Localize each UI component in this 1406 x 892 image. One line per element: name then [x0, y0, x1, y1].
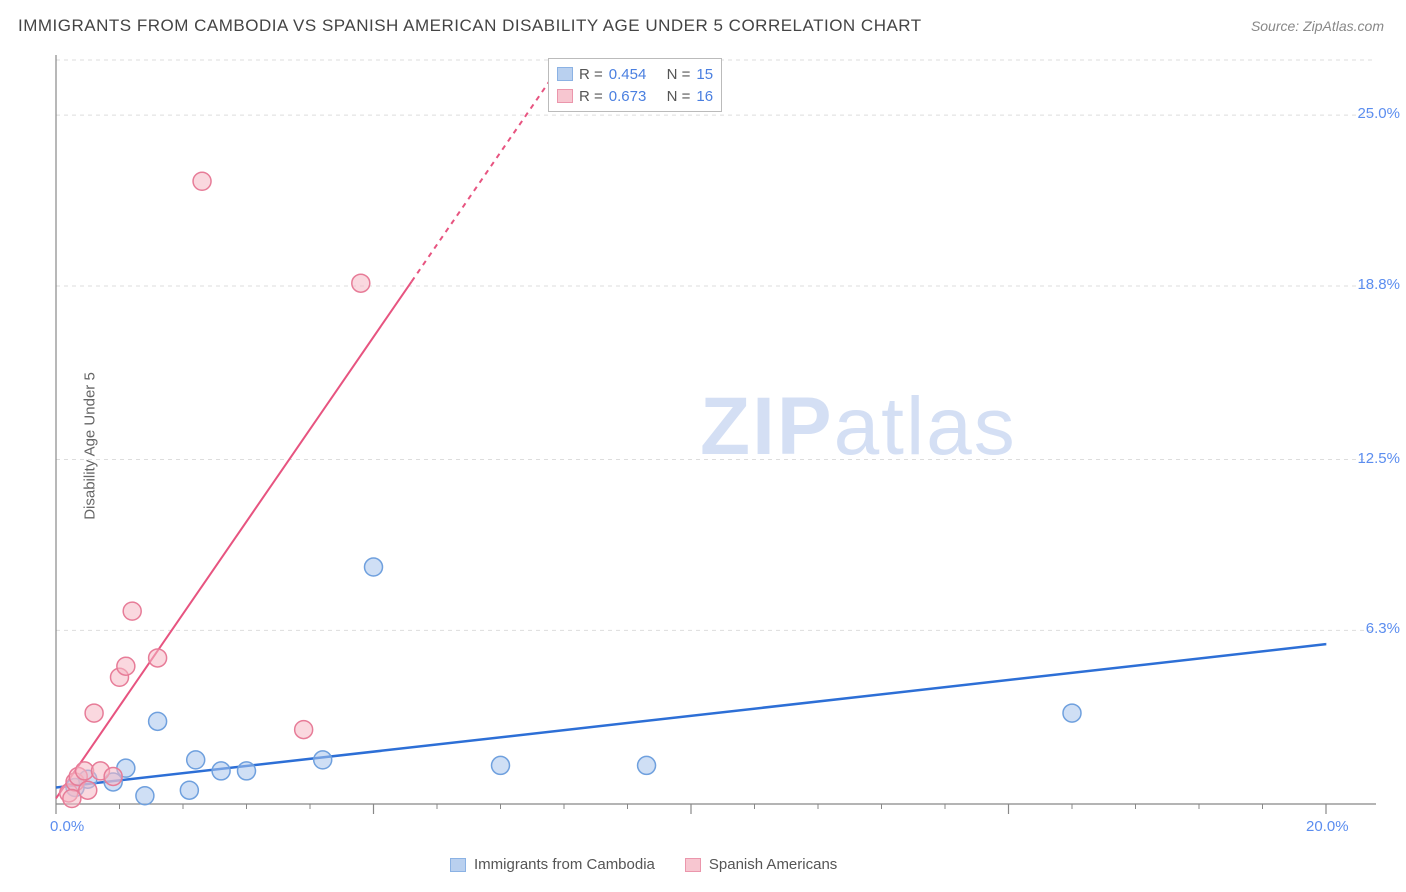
y-tick-label: 12.5%	[1357, 450, 1400, 467]
legend-r-label: R =	[579, 88, 603, 105]
chart-title: IMMIGRANTS FROM CAMBODIA VS SPANISH AMER…	[18, 16, 922, 36]
legend-item: Immigrants from Cambodia	[450, 856, 655, 873]
legend-swatch	[450, 858, 466, 872]
legend-swatch	[557, 67, 573, 81]
legend-r-label: R =	[579, 66, 603, 83]
legend-item: Spanish Americans	[685, 856, 837, 873]
source-label: Source: ZipAtlas.com	[1251, 18, 1384, 34]
legend-series-name: Immigrants from Cambodia	[474, 856, 655, 873]
y-tick-label: 25.0%	[1357, 105, 1400, 122]
legend-row: R = 0.673 N = 16	[557, 85, 713, 107]
legend-n-value: 15	[696, 66, 713, 83]
legend-row: R = 0.454 N = 15	[557, 63, 713, 85]
legend-n-label: N =	[667, 88, 691, 105]
legend-swatch	[685, 858, 701, 872]
x-tick-label: 0.0%	[50, 818, 84, 835]
y-tick-label: 18.8%	[1357, 276, 1400, 293]
legend-n-value: 16	[696, 88, 713, 105]
scatter-plot	[50, 50, 1386, 840]
legend-r-value: 0.454	[609, 66, 647, 83]
series-legend: Immigrants from Cambodia Spanish American…	[450, 856, 837, 873]
legend-swatch	[557, 89, 573, 103]
legend-r-value: 0.673	[609, 88, 647, 105]
legend-series-name: Spanish Americans	[709, 856, 837, 873]
legend-n-label: N =	[667, 66, 691, 83]
correlation-legend: R = 0.454 N = 15R = 0.673 N = 16	[548, 58, 722, 112]
x-tick-label: 20.0%	[1306, 818, 1349, 835]
y-tick-label: 6.3%	[1366, 620, 1400, 637]
